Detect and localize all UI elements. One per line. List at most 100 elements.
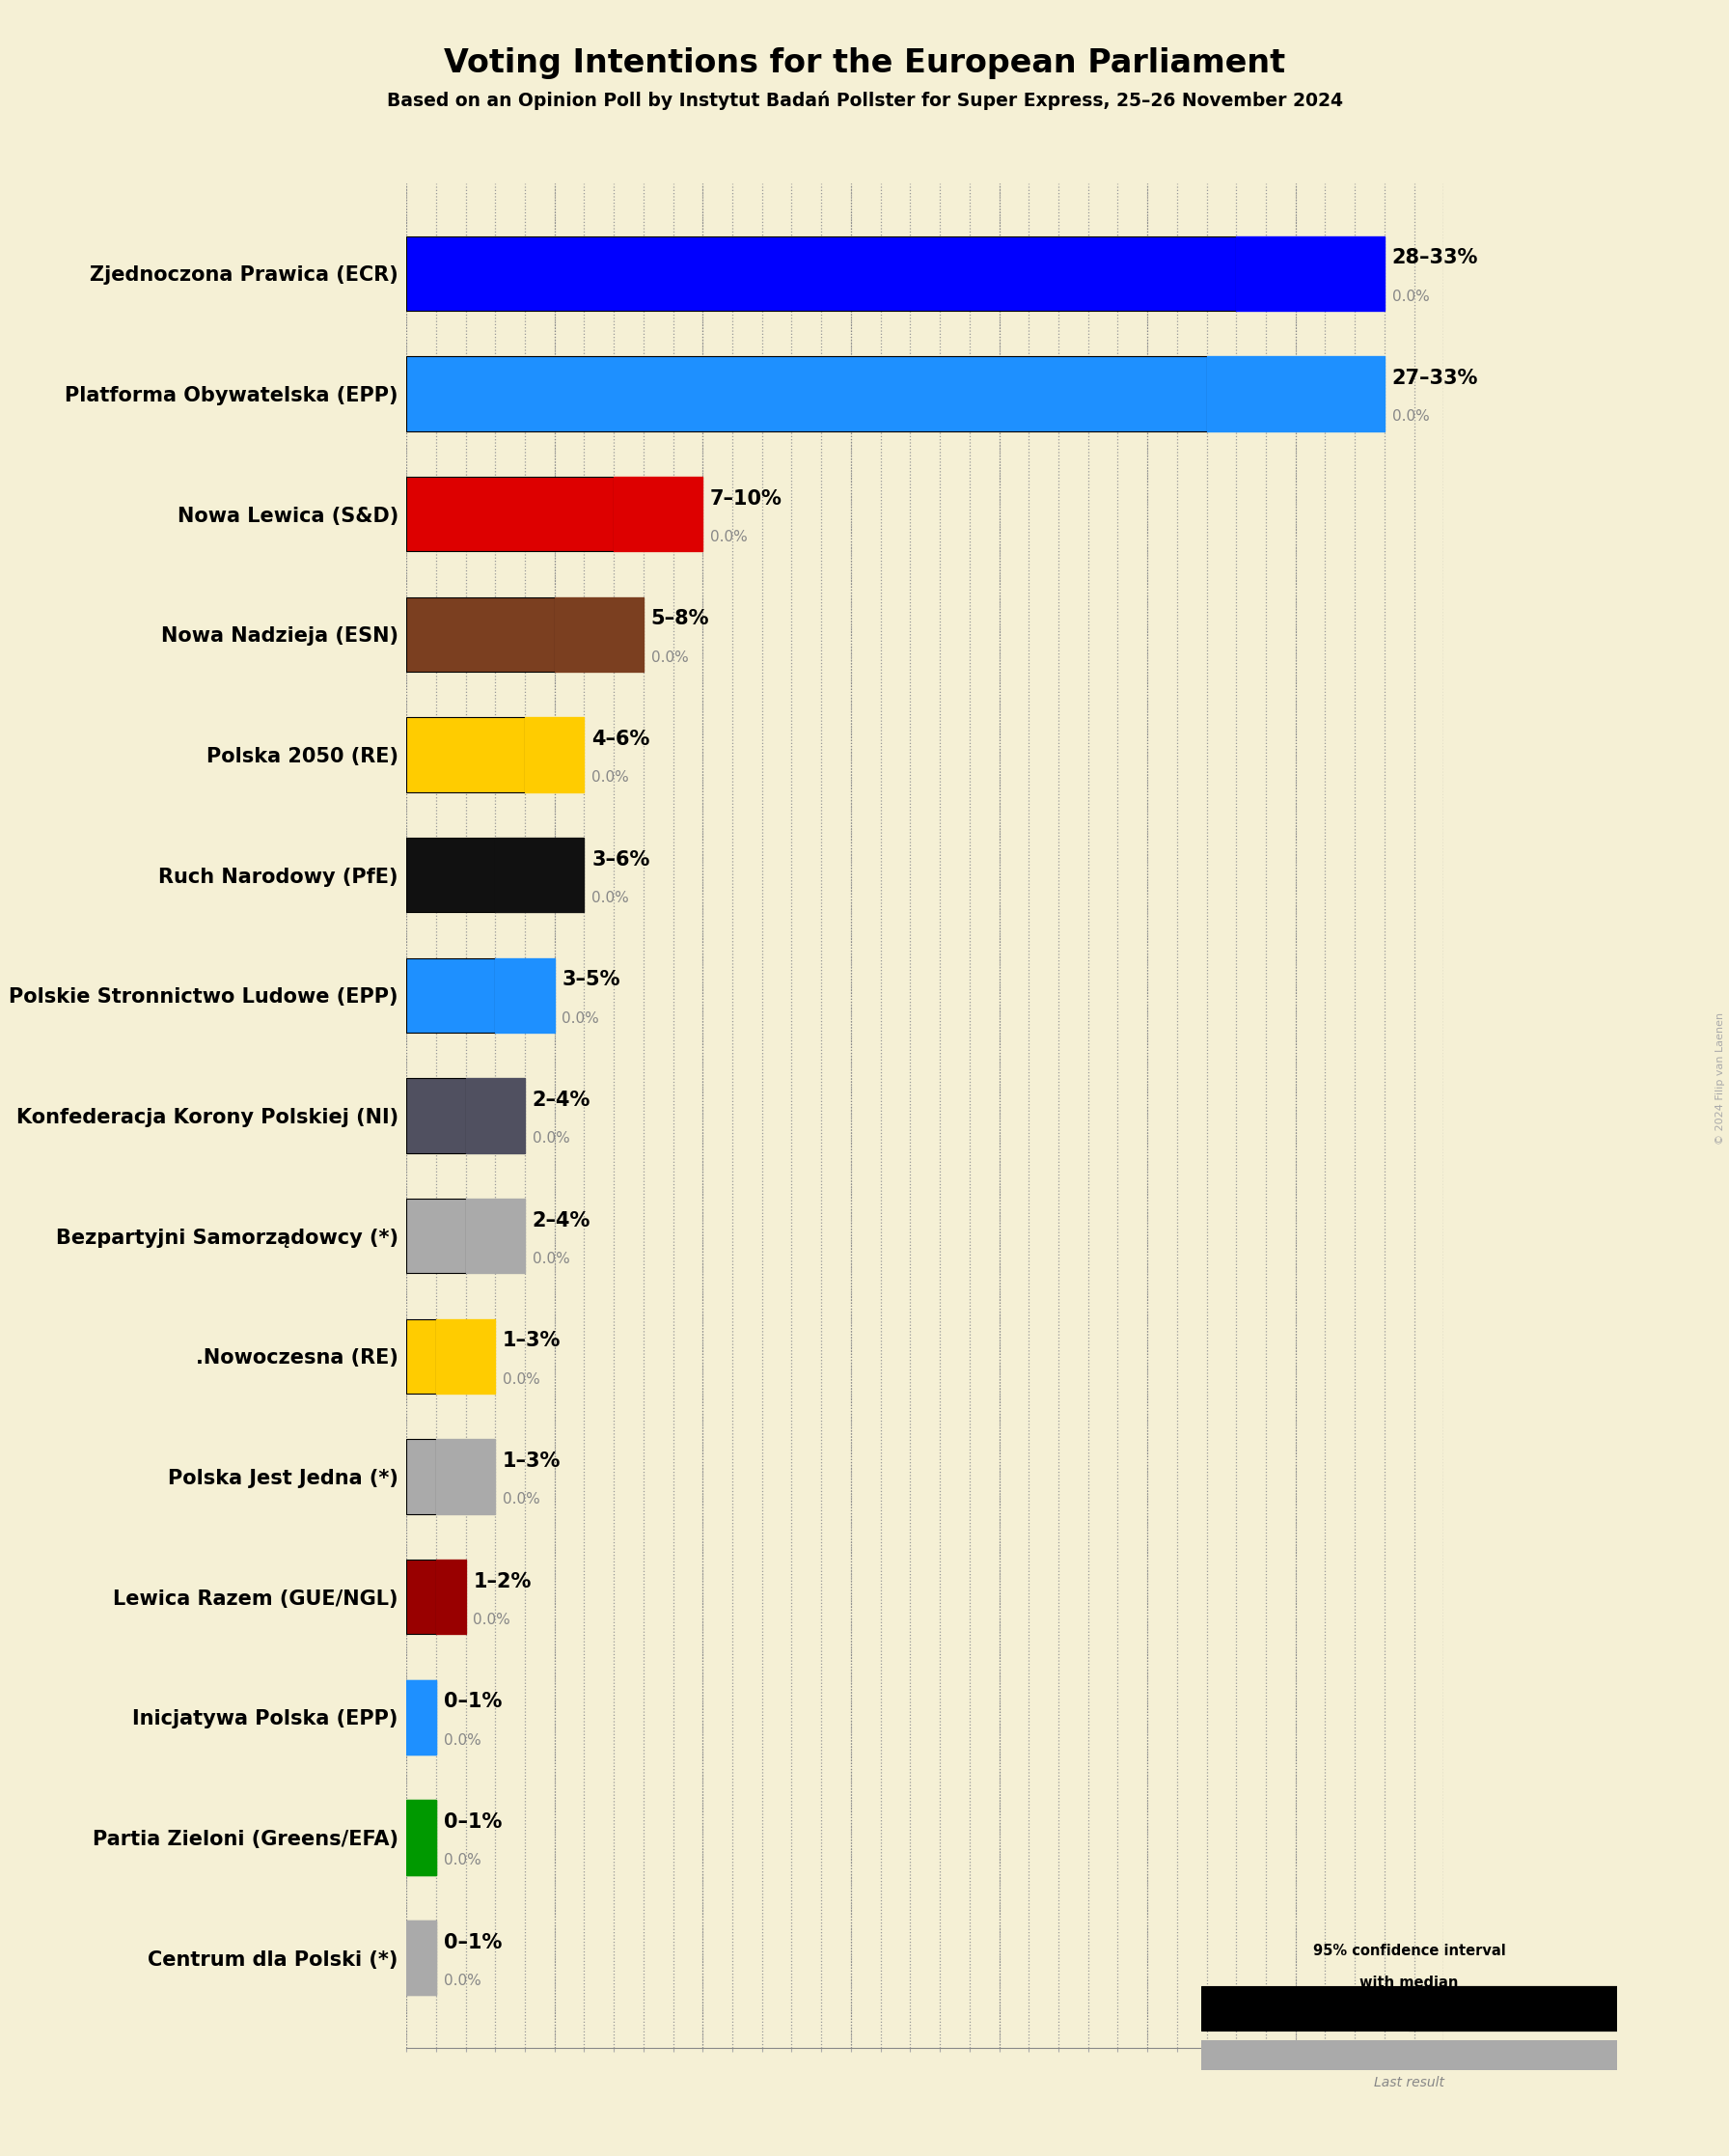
Bar bbox=[406, 1680, 436, 1755]
Bar bbox=[494, 957, 555, 1033]
Bar bbox=[465, 1199, 526, 1274]
Bar bbox=[406, 1680, 436, 1755]
Bar bbox=[555, 597, 643, 673]
Bar bbox=[614, 476, 702, 552]
Text: 7–10%: 7–10% bbox=[711, 489, 782, 509]
Bar bbox=[406, 1921, 436, 1994]
Bar bbox=[406, 1440, 436, 1514]
Bar bbox=[406, 1078, 465, 1153]
Bar bbox=[406, 1800, 436, 1876]
Bar bbox=[1207, 356, 1385, 431]
Bar bbox=[1202, 1986, 1409, 2031]
Text: 95% confidence interval: 95% confidence interval bbox=[1312, 1945, 1506, 1958]
Bar bbox=[406, 1921, 436, 1994]
Bar bbox=[406, 237, 1236, 310]
Bar bbox=[406, 1921, 436, 1994]
Bar bbox=[406, 1800, 436, 1876]
Bar bbox=[406, 957, 494, 1033]
Bar bbox=[436, 1559, 465, 1634]
Text: 5–8%: 5–8% bbox=[650, 610, 709, 627]
Text: 0.0%: 0.0% bbox=[443, 1733, 481, 1746]
Bar bbox=[406, 1800, 436, 1876]
Text: 3–6%: 3–6% bbox=[591, 849, 650, 869]
Text: 0–1%: 0–1% bbox=[443, 1692, 501, 1712]
Text: 0.0%: 0.0% bbox=[474, 1613, 510, 1628]
Bar bbox=[406, 1680, 436, 1755]
Text: 1–2%: 1–2% bbox=[474, 1572, 531, 1591]
Bar bbox=[555, 597, 643, 673]
Bar bbox=[465, 1078, 526, 1153]
Text: Voting Intentions for the European Parliament: Voting Intentions for the European Parli… bbox=[444, 47, 1285, 80]
Bar bbox=[406, 718, 526, 791]
Text: 0.0%: 0.0% bbox=[503, 1492, 539, 1507]
Bar bbox=[494, 839, 584, 912]
Text: 3–5%: 3–5% bbox=[562, 970, 621, 990]
Bar bbox=[436, 1440, 494, 1514]
Text: 0.0%: 0.0% bbox=[533, 1132, 569, 1145]
Text: 2–4%: 2–4% bbox=[533, 1091, 591, 1110]
Text: 28–33%: 28–33% bbox=[1392, 248, 1478, 267]
Bar bbox=[494, 839, 584, 912]
Text: 0.0%: 0.0% bbox=[591, 770, 629, 785]
Bar bbox=[436, 1559, 465, 1634]
Bar bbox=[1409, 1986, 1617, 2031]
Text: with median: with median bbox=[1359, 1975, 1459, 1990]
Bar bbox=[1207, 356, 1385, 431]
Text: 0–1%: 0–1% bbox=[443, 1813, 501, 1833]
Bar bbox=[555, 597, 643, 673]
Text: 2–4%: 2–4% bbox=[533, 1212, 591, 1231]
Text: © 2024 Filip van Laenen: © 2024 Filip van Laenen bbox=[1715, 1011, 1726, 1145]
Bar bbox=[436, 1440, 494, 1514]
Bar bbox=[406, 1921, 436, 1994]
Bar bbox=[406, 1199, 465, 1274]
Bar bbox=[1236, 237, 1385, 310]
Bar bbox=[406, 1800, 436, 1876]
Text: 0.0%: 0.0% bbox=[562, 1011, 600, 1026]
Bar bbox=[1236, 237, 1385, 310]
Bar bbox=[494, 839, 584, 912]
Bar bbox=[526, 718, 584, 791]
Bar bbox=[526, 718, 584, 791]
Text: 1–3%: 1–3% bbox=[503, 1330, 560, 1350]
Bar bbox=[465, 1078, 526, 1153]
Bar bbox=[436, 1559, 465, 1634]
Bar bbox=[406, 597, 555, 673]
Bar bbox=[1207, 356, 1385, 431]
Bar bbox=[436, 1319, 494, 1393]
Text: Last result: Last result bbox=[1375, 2076, 1444, 2089]
Bar bbox=[436, 1440, 494, 1514]
Bar bbox=[465, 1199, 526, 1274]
Text: 0–1%: 0–1% bbox=[443, 1932, 501, 1951]
Bar bbox=[1409, 1986, 1617, 2031]
Text: 27–33%: 27–33% bbox=[1392, 369, 1478, 388]
Text: 0.0%: 0.0% bbox=[1392, 410, 1430, 425]
Text: 0.0%: 0.0% bbox=[443, 1973, 481, 1988]
Bar bbox=[406, 1319, 436, 1393]
Bar bbox=[1202, 2040, 1617, 2070]
Bar bbox=[406, 1680, 436, 1755]
Text: 1–3%: 1–3% bbox=[503, 1451, 560, 1470]
Bar bbox=[406, 1680, 436, 1755]
Bar bbox=[436, 1319, 494, 1393]
Bar bbox=[406, 1680, 436, 1755]
Bar bbox=[614, 476, 702, 552]
Bar bbox=[494, 957, 555, 1033]
Bar bbox=[406, 839, 494, 912]
Text: Based on an Opinion Poll by Instytut Badań Pollster for Super Express, 25–26 Nov: Based on an Opinion Poll by Instytut Bad… bbox=[386, 91, 1343, 110]
Bar bbox=[406, 476, 614, 552]
Bar bbox=[406, 1800, 436, 1876]
Bar bbox=[436, 1319, 494, 1393]
Bar bbox=[526, 718, 584, 791]
Text: 0.0%: 0.0% bbox=[1392, 289, 1430, 304]
Bar bbox=[465, 1078, 526, 1153]
Bar bbox=[406, 1921, 436, 1994]
Text: 0.0%: 0.0% bbox=[591, 890, 629, 906]
Bar bbox=[465, 1199, 526, 1274]
Bar bbox=[1236, 237, 1385, 310]
Bar bbox=[406, 1921, 436, 1994]
Text: 0.0%: 0.0% bbox=[711, 530, 747, 543]
Bar bbox=[614, 476, 702, 552]
Text: 0.0%: 0.0% bbox=[533, 1253, 569, 1266]
Text: 0.0%: 0.0% bbox=[650, 651, 688, 664]
Bar bbox=[406, 1800, 436, 1876]
